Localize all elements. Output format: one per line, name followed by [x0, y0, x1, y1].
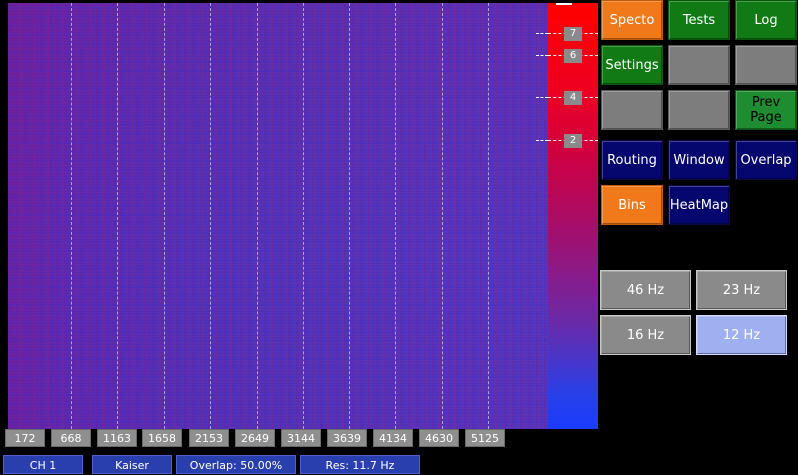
scale-marker-label: 2: [564, 134, 582, 148]
grid-line: [164, 3, 165, 429]
resolution-status: Res: 11.7 Hz: [300, 455, 420, 474]
grid-line: [488, 3, 489, 429]
overlap-button[interactable]: Overlap: [735, 140, 797, 180]
overlap-status: Overlap: 50.00%: [176, 455, 296, 474]
freq-axis-label: 4630: [419, 429, 459, 447]
scale-top-marker: [556, 3, 572, 5]
blank-button-4[interactable]: [668, 90, 730, 130]
heatmap-button[interactable]: HeatMap: [668, 185, 730, 225]
window-button[interactable]: Window: [668, 140, 730, 180]
blank-button-1[interactable]: [668, 45, 730, 85]
grid-line: [349, 3, 350, 429]
resolution-option-46hz[interactable]: 46 Hz: [600, 270, 691, 310]
freq-axis-label: 668: [51, 429, 91, 447]
resolution-option-23hz[interactable]: 23 Hz: [696, 270, 787, 310]
scale-marker-label: 6: [564, 49, 582, 63]
grid-line: [117, 3, 118, 429]
prev-page-button[interactable]: Prev Page: [735, 90, 797, 130]
spectrogram-texture: [8, 3, 548, 429]
resolution-option-16hz[interactable]: 16 Hz: [600, 315, 691, 355]
log-button[interactable]: Log: [735, 0, 797, 40]
resolution-option-12hz[interactable]: 12 Hz: [696, 315, 787, 355]
window-status: Kaiser: [92, 455, 172, 474]
scale-marker: 4: [536, 91, 598, 105]
spectrogram-display[interactable]: [8, 3, 548, 429]
scale-marker: 7: [536, 27, 598, 41]
settings-button[interactable]: Settings: [601, 45, 663, 85]
grid-line: [210, 3, 211, 429]
tests-button[interactable]: Tests: [668, 0, 730, 40]
blank-button-3[interactable]: [601, 90, 663, 130]
blank-button-2[interactable]: [735, 45, 797, 85]
freq-axis-label: 1658: [142, 429, 182, 447]
bins-button[interactable]: Bins: [601, 185, 663, 225]
channel-status: CH 1: [3, 455, 83, 474]
routing-button[interactable]: Routing: [601, 140, 663, 180]
grid-line: [71, 3, 72, 429]
freq-axis-label: 3639: [327, 429, 367, 447]
specto-button[interactable]: Specto: [601, 0, 663, 40]
grid-line: [442, 3, 443, 429]
freq-axis-label: 1163: [97, 429, 137, 447]
scale-marker: 6: [536, 49, 598, 63]
freq-axis-label: 4134: [373, 429, 413, 447]
freq-axis-label: 5125: [465, 429, 505, 447]
color-scale: 7 6 4 2: [536, 3, 598, 429]
scale-marker: 2: [536, 134, 598, 148]
freq-axis-label: 172: [5, 429, 45, 447]
grid-line: [395, 3, 396, 429]
freq-axis-label: 3144: [281, 429, 321, 447]
scale-marker-label: 4: [564, 91, 582, 105]
freq-axis-label: 2153: [189, 429, 229, 447]
scale-marker-label: 7: [564, 27, 582, 41]
grid-line: [257, 3, 258, 429]
grid-line: [303, 3, 304, 429]
freq-axis-label: 2649: [235, 429, 275, 447]
